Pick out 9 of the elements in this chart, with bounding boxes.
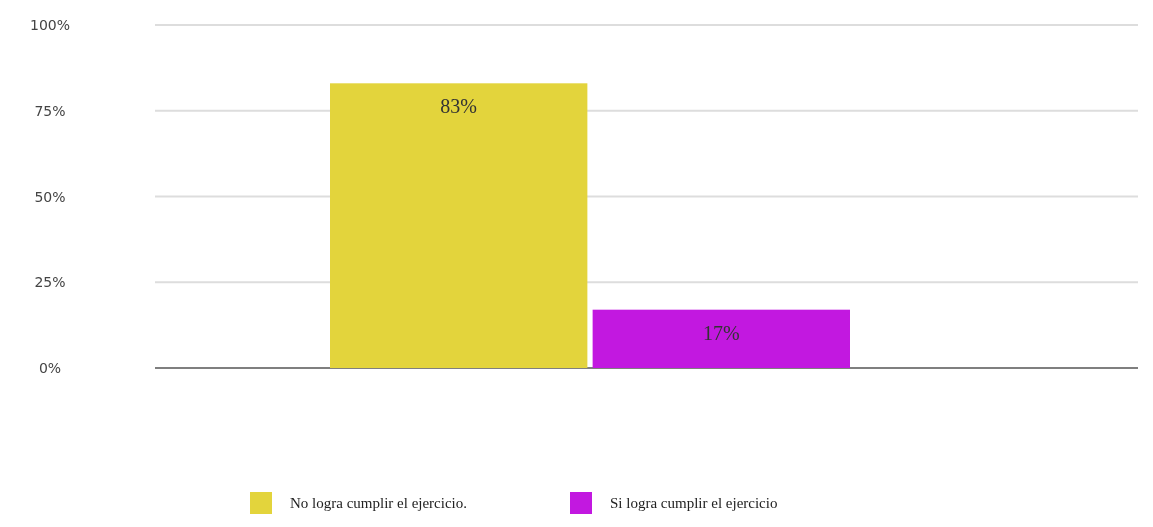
- y-tick-label: 100%: [29, 17, 71, 33]
- legend-label: No logra cumplir el ejercicio.: [290, 495, 468, 511]
- legend-label: Si logra cumplir el ejercicio: [610, 495, 778, 511]
- y-tick-label: 75%: [34, 102, 66, 119]
- y-tick-label: 50%: [34, 188, 66, 205]
- y-tick-label: 25%: [34, 274, 66, 291]
- y-tick-label: 0%: [38, 360, 62, 376]
- data-label: 17%: [702, 321, 740, 344]
- data-label: 83%: [440, 95, 478, 118]
